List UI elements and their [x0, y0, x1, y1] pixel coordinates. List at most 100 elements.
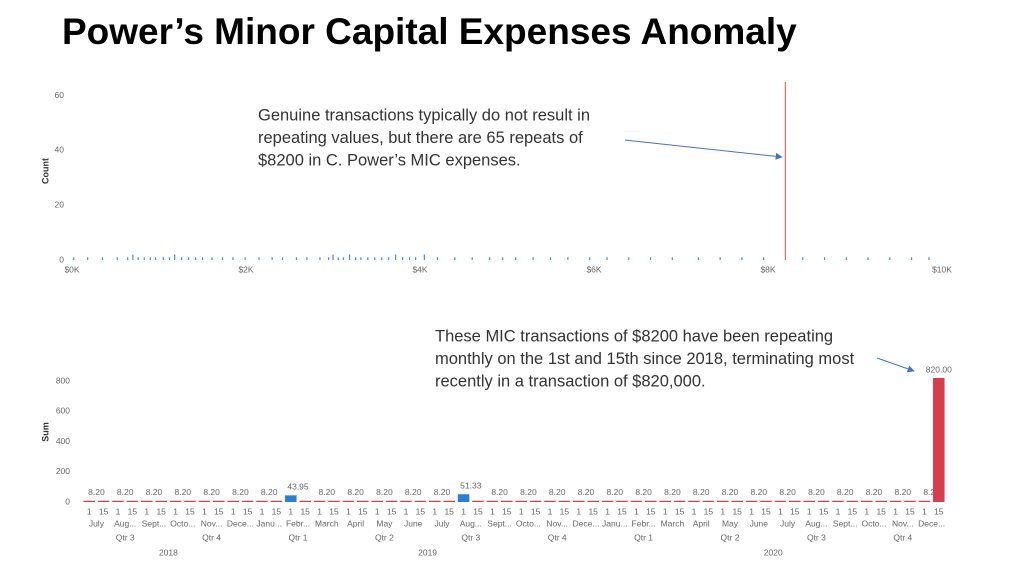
- data-label: 8.20: [376, 487, 393, 497]
- x-tick-label: 15: [329, 506, 339, 516]
- bar: [760, 500, 772, 502]
- y-tick-label: 60: [55, 90, 65, 100]
- spike: [244, 257, 246, 260]
- month-label: Febr...: [632, 518, 656, 528]
- x-tick-label: 1: [778, 506, 783, 516]
- spike: [342, 257, 345, 260]
- y-tick-label: 0: [59, 254, 64, 264]
- spike: [867, 257, 869, 260]
- x-tick-label: 15: [646, 506, 656, 516]
- month-label: Aug...: [460, 518, 482, 528]
- annotation-arrow: [624, 139, 783, 160]
- x-tick-label: 15: [214, 506, 224, 516]
- data-label: 8.20: [751, 487, 768, 497]
- bar: [587, 500, 599, 502]
- bar: [112, 500, 124, 502]
- x-tick-label: 1: [490, 506, 495, 516]
- bar: [645, 500, 657, 502]
- bar: [313, 500, 326, 502]
- spike: [73, 257, 75, 260]
- spike: [454, 257, 456, 260]
- x-tick-label: 1: [576, 506, 581, 516]
- bar: [875, 500, 887, 502]
- x-tick-label: 15: [358, 506, 368, 516]
- spike: [763, 257, 765, 260]
- quarter-label: Qtr 3: [116, 532, 135, 542]
- spike: [168, 257, 171, 260]
- y-tick-label: 800: [56, 375, 70, 385]
- spike: [697, 257, 699, 260]
- data-label: 8.20: [175, 487, 192, 497]
- month-label: Sept...: [487, 518, 512, 528]
- data-label: 43.95: [287, 482, 309, 492]
- spike: [649, 257, 652, 260]
- x-tick-label: 15: [732, 506, 742, 516]
- x-tick-label: 1: [605, 506, 610, 516]
- spike: [143, 257, 145, 260]
- spike: [194, 257, 197, 260]
- spike: [232, 257, 234, 260]
- bar: [299, 500, 311, 502]
- quarter-label: Qtr 1: [289, 532, 308, 542]
- month-label: May: [722, 518, 739, 528]
- spike: [471, 257, 473, 260]
- spike: [187, 257, 190, 260]
- y-tick-label: 40: [55, 145, 65, 155]
- x-tick-label: 15: [876, 506, 886, 516]
- bar: [702, 500, 715, 502]
- y-axis-title: Count: [40, 158, 50, 184]
- x-tick-label: 15: [128, 506, 138, 516]
- month-label: Janu...: [256, 518, 282, 528]
- x-tick-label: 15: [761, 506, 771, 516]
- spike: [367, 257, 369, 260]
- bar: [400, 500, 412, 502]
- spike: [436, 257, 438, 260]
- quarter-label: Qtr 1: [634, 532, 653, 542]
- bar: [616, 500, 628, 502]
- annotation: recently in a transaction of $820,000.: [435, 372, 706, 390]
- spike: [281, 257, 284, 260]
- spike: [489, 257, 491, 260]
- x-tick-label: 15: [560, 506, 570, 516]
- month-label: Sept...: [833, 518, 858, 528]
- spike: [395, 254, 397, 260]
- bar: [227, 500, 239, 502]
- bar: [285, 495, 297, 502]
- bar: [630, 500, 643, 502]
- spike: [823, 257, 826, 260]
- spike: [271, 257, 273, 260]
- x-tick-label: 1: [144, 506, 149, 516]
- data-label: 8.20: [866, 487, 883, 497]
- spike: [374, 257, 376, 260]
- spike: [802, 257, 804, 260]
- spike: [181, 257, 183, 260]
- x-tick-label: 1: [548, 506, 553, 516]
- month-label: Nov...: [201, 518, 223, 528]
- x-tick-label: 1: [692, 506, 697, 516]
- bar: [817, 500, 830, 502]
- month-label: Octo...: [861, 518, 886, 528]
- bar: [126, 500, 139, 502]
- spike: [845, 257, 847, 260]
- x-tick-label: 15: [473, 506, 483, 516]
- month-label: July: [434, 518, 450, 528]
- y-tick-label: 0: [65, 496, 70, 506]
- x-tick-label: 15: [185, 506, 195, 516]
- spike: [628, 257, 630, 260]
- x-tick-label: 1: [461, 506, 466, 516]
- x-tick-label: 1: [288, 506, 293, 516]
- spike: [348, 254, 351, 260]
- month-label: Sept...: [142, 518, 167, 528]
- x-tick-label: 1: [432, 506, 437, 516]
- annotation: repeating values, but there are 65 repea…: [258, 129, 583, 147]
- month-label: Nov...: [892, 518, 914, 528]
- x-tick-label: $6K: [586, 264, 601, 274]
- spike: [381, 257, 383, 260]
- spike: [132, 254, 134, 260]
- x-tick-label: 15: [531, 506, 541, 516]
- data-label: 8.20: [923, 487, 940, 497]
- x-tick-label: 15: [156, 506, 166, 516]
- x-tick-label: 15: [444, 506, 454, 516]
- x-tick-label: $10K: [932, 264, 952, 274]
- bar: [256, 500, 268, 502]
